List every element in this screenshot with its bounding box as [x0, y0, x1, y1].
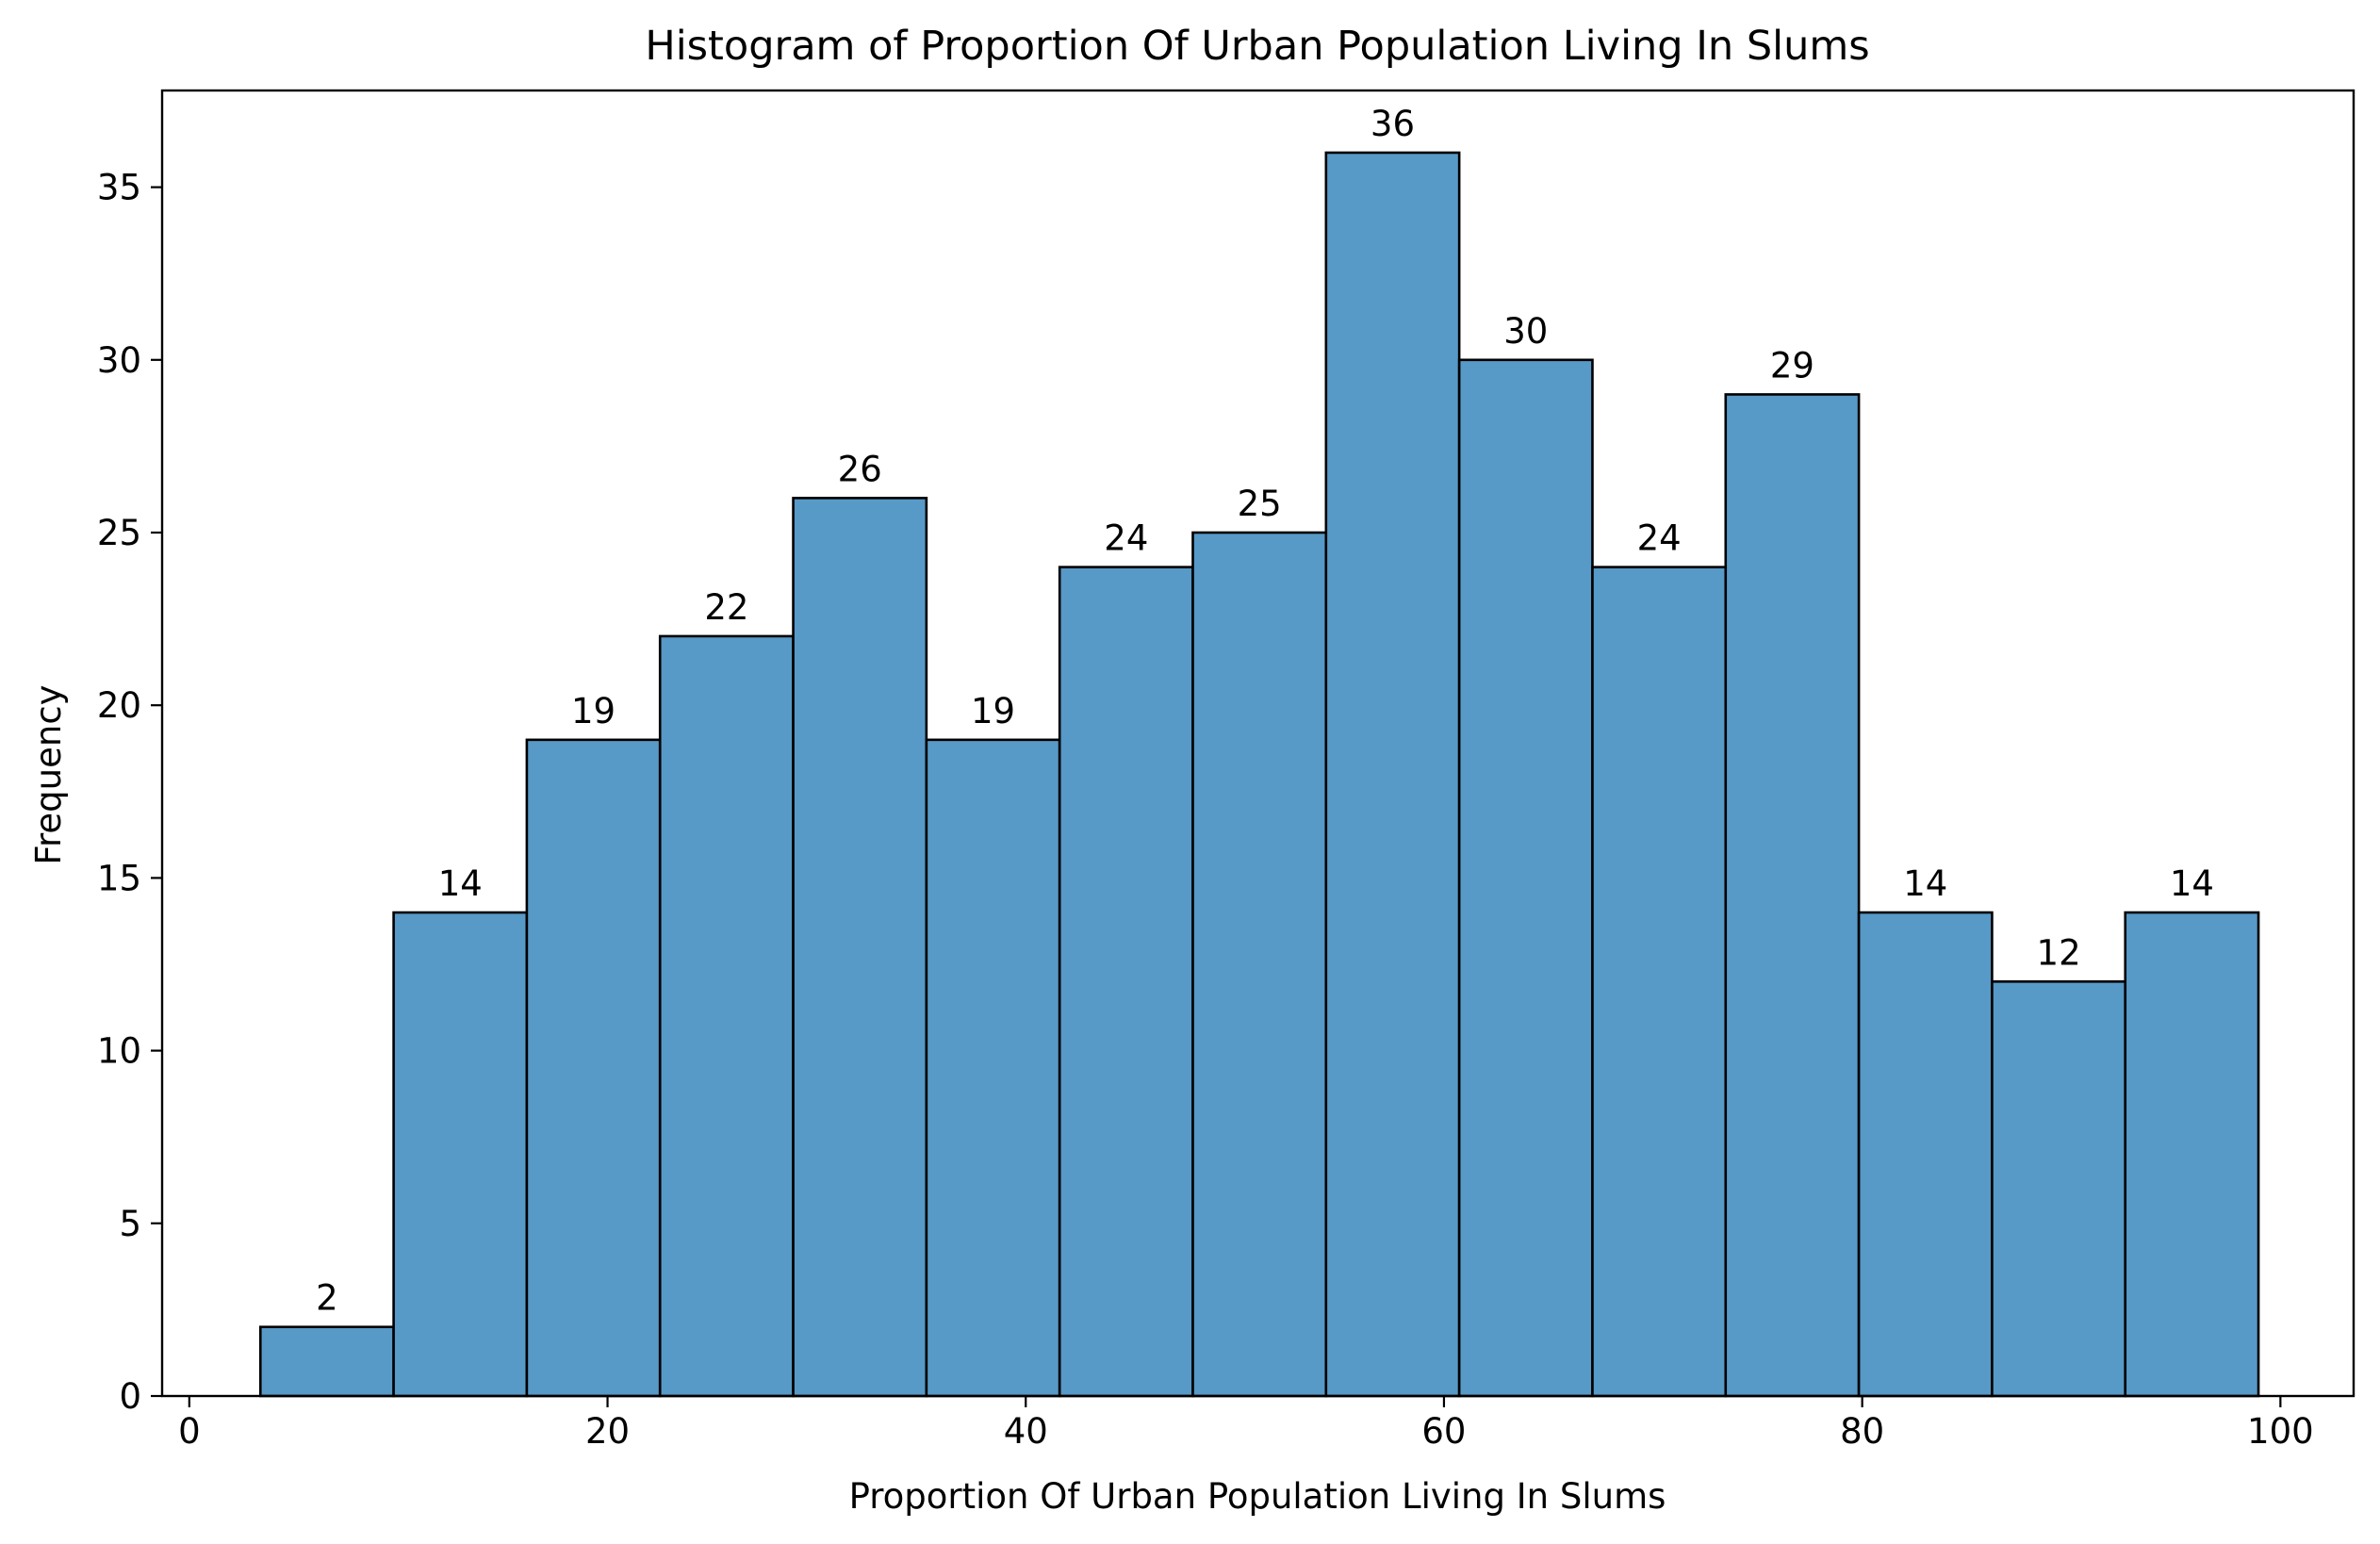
- histogram-bar: [1058, 566, 1194, 1398]
- bar-value-label: 19: [571, 691, 616, 731]
- bar-value-label: 12: [2037, 932, 2081, 973]
- histogram-bar: [1724, 393, 1861, 1398]
- x-tick-label: 20: [585, 1411, 630, 1452]
- y-tick-label: 15: [97, 858, 141, 898]
- bar-value-label: 2: [316, 1278, 338, 1319]
- bar-value-label: 36: [1371, 104, 1415, 144]
- bar-value-label: 24: [1104, 518, 1148, 559]
- x-axis-ticks: 0 20 40 60 80 100: [178, 1396, 2314, 1452]
- histogram-bar: [525, 738, 662, 1398]
- histogram-bar: [1591, 566, 1728, 1398]
- y-tick-label: 5: [119, 1204, 141, 1244]
- y-tick-label: 0: [119, 1376, 141, 1417]
- histogram-bar: [1857, 911, 1994, 1398]
- x-tick-label: 100: [2247, 1411, 2314, 1452]
- histogram-bar: [1191, 531, 1328, 1398]
- bar-value-label: 26: [838, 449, 882, 489]
- bar-value-label: 14: [438, 863, 483, 904]
- x-tick-label: 60: [1421, 1411, 1466, 1452]
- bar-value-label: 14: [1903, 863, 1947, 904]
- histogram-bar: [1991, 980, 2127, 1398]
- bar-value-label: 22: [704, 587, 748, 628]
- histogram-bar: [925, 738, 1061, 1398]
- bars-group: [258, 151, 2260, 1398]
- histogram-bar: [2124, 911, 2260, 1398]
- bar-value-label: 29: [1770, 345, 1814, 386]
- histogram-bar: [1324, 151, 1461, 1398]
- histogram-bar: [792, 497, 928, 1398]
- x-tick-label: 40: [1004, 1411, 1048, 1452]
- y-tick-label: 10: [97, 1031, 141, 1072]
- y-tick-label: 20: [97, 685, 141, 726]
- bar-value-label: 25: [1238, 484, 1282, 524]
- y-tick-label: 25: [97, 513, 141, 553]
- y-tick-label: 30: [97, 340, 141, 381]
- histogram-bar: [658, 634, 795, 1398]
- histogram-bar: [392, 911, 529, 1398]
- x-tick-label: 0: [178, 1411, 201, 1452]
- bar-labels-group: 2 14 19 22 26 19 24 25 36 30 24 29 14 12 14: [316, 104, 2214, 1319]
- y-axis-label: Frequency: [28, 684, 69, 864]
- histogram-bar: [1457, 358, 1594, 1398]
- x-tick-label: 80: [1840, 1411, 1884, 1452]
- bar-value-label: 24: [1637, 518, 1682, 559]
- chart-title: Histogram of Proportion Of Urban Populat…: [645, 23, 1869, 70]
- y-axis-ticks: 0 5 10 15 20 25 30 35: [97, 168, 162, 1417]
- bar-value-label: 19: [971, 691, 1015, 731]
- bar-value-label: 30: [1503, 311, 1548, 352]
- x-axis-label: Proportion Of Urban Population Living In…: [849, 1476, 1666, 1517]
- plot-frame: [160, 89, 2355, 1398]
- histogram-bar: [258, 1325, 395, 1398]
- y-tick-label: 35: [97, 168, 141, 208]
- bar-value-label: 14: [2170, 863, 2214, 904]
